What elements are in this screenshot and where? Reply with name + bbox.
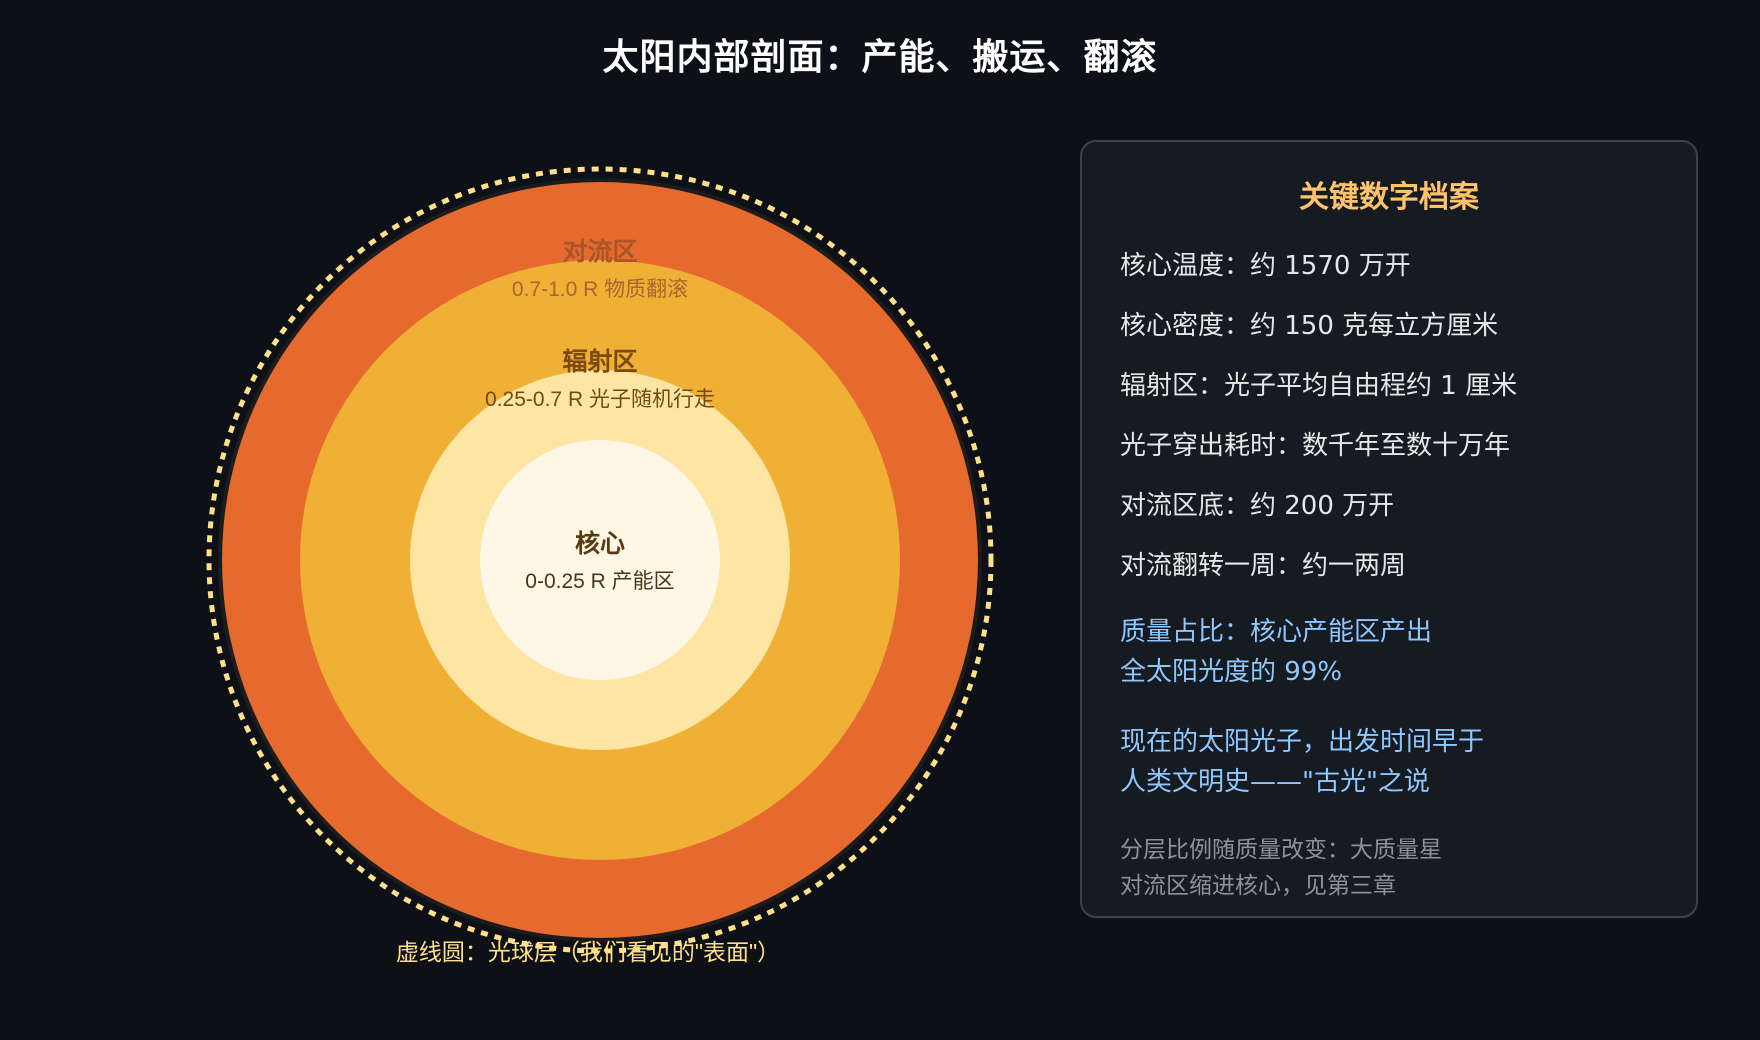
radiative-zone-range: 0.25-0.7 R 光子随机行走 bbox=[485, 388, 715, 411]
fact-core-density: 核心密度：约 150 克每立方厘米 bbox=[1120, 311, 1499, 341]
core-range: 0-0.25 R 产能区 bbox=[525, 570, 674, 593]
photosphere-dashed-circle bbox=[206, 166, 994, 954]
highlight-core-luminosity-line2: 全太阳光度的 99% bbox=[1120, 657, 1343, 687]
footnote-line2: 对流区缩进核心，见第三章 bbox=[1120, 873, 1396, 899]
key-numbers-panel: 关键数字档案 核心温度：约 1570 万开 核心密度：约 150 克每立方厘米 … bbox=[1080, 140, 1698, 918]
highlight-ancient-light-line2: 人类文明史——"古光"之说 bbox=[1120, 767, 1430, 797]
fact-core-temperature: 核心温度：约 1570 万开 bbox=[1120, 251, 1411, 281]
core-zone bbox=[480, 440, 720, 680]
core-label: 核心 bbox=[575, 529, 625, 558]
fact-mean-free-path: 辐射区：光子平均自由程约 1 厘米 bbox=[1120, 371, 1518, 401]
highlight-ancient-light-line1: 现在的太阳光子，出发时间早于 bbox=[1120, 727, 1485, 757]
highlight-ancient-light: 现在的太阳光子，出发时间早于 人类文明史——"古光"之说 bbox=[1120, 722, 1484, 802]
convective-zone-label: 对流区 bbox=[562, 238, 637, 266]
page-title: 太阳内部剖面：产能、搬运、翻滚 bbox=[602, 37, 1158, 78]
fact-convection-turnover: 对流翻转一周：约一两周 bbox=[1120, 551, 1407, 581]
radiative-zone-label: 辐射区 bbox=[562, 347, 637, 376]
fact-photon-escape-time: 光子穿出耗时：数千年至数十万年 bbox=[1120, 431, 1511, 461]
highlight-core-luminosity: 质量占比：核心产能区产出 全太阳光度的 99% bbox=[1120, 612, 1432, 692]
highlight-core-luminosity-line1: 质量占比：核心产能区产出 bbox=[1120, 617, 1433, 647]
photosphere-caption: 虚线圆：光球层（我们看见的"表面"） bbox=[396, 939, 780, 965]
footnote-line1: 分层比例随质量改变：大质量星 bbox=[1120, 837, 1442, 863]
panel-title: 关键数字档案 bbox=[1299, 180, 1479, 215]
convective-zone-range: 0.7-1.0 R 物质翻滚 bbox=[512, 278, 688, 301]
fact-convection-base-temperature: 对流区底：约 200 万开 bbox=[1120, 491, 1395, 521]
footnote: 分层比例随质量改变：大质量星 对流区缩进核心，见第三章 bbox=[1120, 832, 1442, 904]
